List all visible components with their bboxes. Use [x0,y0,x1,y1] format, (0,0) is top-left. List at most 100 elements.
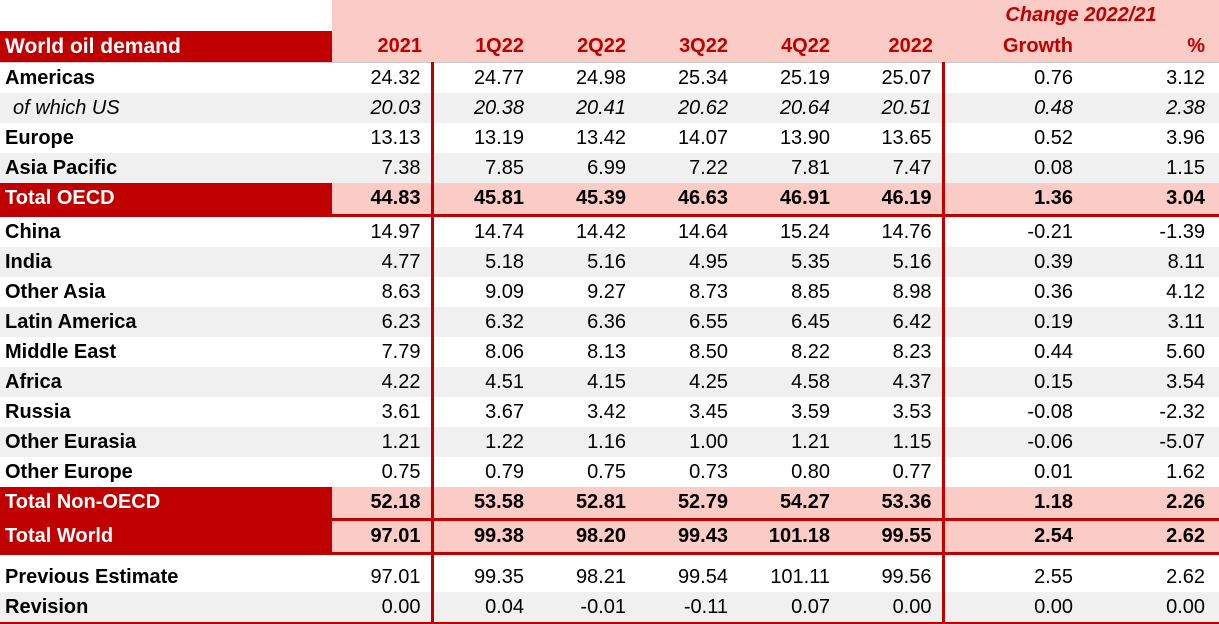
value-cell-3q22: 0.73 [636,457,738,487]
value-cell-growth: 0.76 [943,62,1083,93]
value-cell-2021: 7.79 [332,337,434,367]
value-cell-2q22: 1.16 [534,427,636,457]
row-label: Middle East [0,337,332,367]
value-cell-2022: 99.55 [840,519,945,555]
value-cell-3q22: 14.64 [636,215,738,247]
value-cell-2q22: 6.99 [534,153,636,183]
value-cell-2021: 14.97 [332,215,434,247]
value-cell-2022: 4.37 [840,367,945,397]
value-cell-2q22: 9.27 [534,277,636,307]
value-cell-growth: 0.48 [943,93,1083,123]
spacer-cell [943,553,1083,562]
value-cell-2022: 5.16 [840,247,945,277]
value-cell-4q22: 101.18 [738,519,840,555]
value-cell-growth: 1.18 [943,487,1083,521]
value-cell-percent: 3.54 [1083,367,1219,397]
table-row: Revision 0.00 0.04 -0.01 -0.11 0.07 0.00 0.00 0.… [0,592,1219,624]
value-cell-2021: 44.83 [332,183,434,217]
value-cell-percent: 2.38 [1083,93,1219,123]
value-cell-4q22: 46.91 [738,183,840,217]
value-cell-4q22: 1.21 [738,427,840,457]
row-label: Russia [0,397,332,427]
table-row: Total OECD 44.83 45.81 45.39 46.63 46.91 46.19… [0,183,1219,217]
col-header-2q22: 2Q22 [534,31,636,63]
change-header-row: Change 2022/21 [0,0,1219,31]
value-cell-percent: 5.60 [1083,337,1219,367]
value-cell-2q22: 98.21 [534,562,636,592]
value-cell-3q22: 20.62 [636,93,738,123]
value-cell-2021: 20.03 [332,93,434,123]
value-cell-growth: 0.52 [943,123,1083,153]
value-cell-2q22: 14.42 [534,215,636,247]
value-cell-1q22: 7.85 [432,153,534,183]
value-cell-percent: 1.62 [1083,457,1219,487]
header-pink-filler [332,0,943,31]
col-header-3q22: 3Q22 [636,31,738,63]
value-cell-3q22: -0.11 [636,592,738,624]
row-label: Total OECD [0,183,332,217]
value-cell-4q22: 7.81 [738,153,840,183]
table-row: of which US 20.03 20.38 20.41 20.62 20.64 20.5… [0,93,1219,123]
table-row: Americas 24.32 24.77 24.98 25.34 25.19 25.07 0.… [0,62,1219,93]
value-cell-1q22: 5.18 [432,247,534,277]
value-cell-growth: 0.01 [943,457,1083,487]
table-row: Latin America 6.23 6.32 6.36 6.55 6.45 6.42 0.1… [0,307,1219,337]
value-cell-4q22: 13.90 [738,123,840,153]
value-cell-growth: 0.39 [943,247,1083,277]
col-header-2021: 2021 [332,31,432,63]
value-cell-1q22: 0.79 [432,457,534,487]
value-cell-2021: 1.21 [332,427,434,457]
value-cell-4q22: 54.27 [738,487,840,521]
value-cell-1q22: 9.09 [432,277,534,307]
table-row: Europe 13.13 13.19 13.42 14.07 13.90 13.65 0.52… [0,123,1219,153]
value-cell-1q22: 1.22 [432,427,534,457]
table-row: China 14.97 14.74 14.42 14.64 15.24 14.76 -0.21… [0,215,1219,247]
spacer-cell [636,553,738,562]
spacer-cell [332,553,434,562]
value-cell-2022: 0.77 [840,457,945,487]
value-cell-percent: 4.12 [1083,277,1219,307]
value-cell-2q22: 45.39 [534,183,636,217]
value-cell-2022: 13.65 [840,123,945,153]
table-row: Other Eurasia 1.21 1.22 1.16 1.00 1.21 1.15 -0.… [0,427,1219,457]
value-cell-1q22: 99.38 [432,519,534,555]
spacer-cell [432,553,534,562]
value-cell-4q22: 0.07 [738,592,840,624]
value-cell-percent: 2.62 [1083,562,1219,592]
col-header-1q22: 1Q22 [432,31,534,63]
col-header-2022: 2022 [840,31,943,63]
value-cell-2q22: 3.42 [534,397,636,427]
value-cell-3q22: 4.95 [636,247,738,277]
value-cell-2q22: 6.36 [534,307,636,337]
value-cell-3q22: 7.22 [636,153,738,183]
value-cell-growth: -0.08 [943,397,1083,427]
table-row: Total Non-OECD 52.18 53.58 52.81 52.79 54.27 5… [0,487,1219,521]
value-cell-3q22: 8.50 [636,337,738,367]
value-cell-3q22: 8.73 [636,277,738,307]
value-cell-2q22: 13.42 [534,123,636,153]
value-cell-2021: 13.13 [332,123,434,153]
change-2022-21-header: Change 2022/21 [943,0,1219,31]
row-label: China [0,215,332,247]
table-row: Russia 3.61 3.67 3.42 3.45 3.59 3.53 -0.08 -2.32 [0,397,1219,427]
value-cell-percent: 2.26 [1083,487,1219,521]
row-label: Previous Estimate [0,562,332,592]
value-cell-2021: 0.75 [332,457,434,487]
value-cell-2022: 20.51 [840,93,945,123]
value-cell-1q22: 24.77 [432,62,534,93]
value-cell-2022: 53.36 [840,487,945,521]
value-cell-3q22: 4.25 [636,367,738,397]
value-cell-4q22: 6.45 [738,307,840,337]
row-label: Europe [0,123,332,153]
value-cell-2022: 1.15 [840,427,945,457]
value-cell-2022: 7.47 [840,153,945,183]
row-label: Other Asia [0,277,332,307]
value-cell-4q22: 101.11 [738,562,840,592]
value-cell-growth: 2.55 [943,562,1083,592]
value-cell-4q22: 8.85 [738,277,840,307]
row-label: India [0,247,332,277]
header-corner-blank [0,0,332,31]
value-cell-growth: 0.36 [943,277,1083,307]
table-header: Change 2022/21 World oil demand 2021 1Q2… [0,0,1219,63]
